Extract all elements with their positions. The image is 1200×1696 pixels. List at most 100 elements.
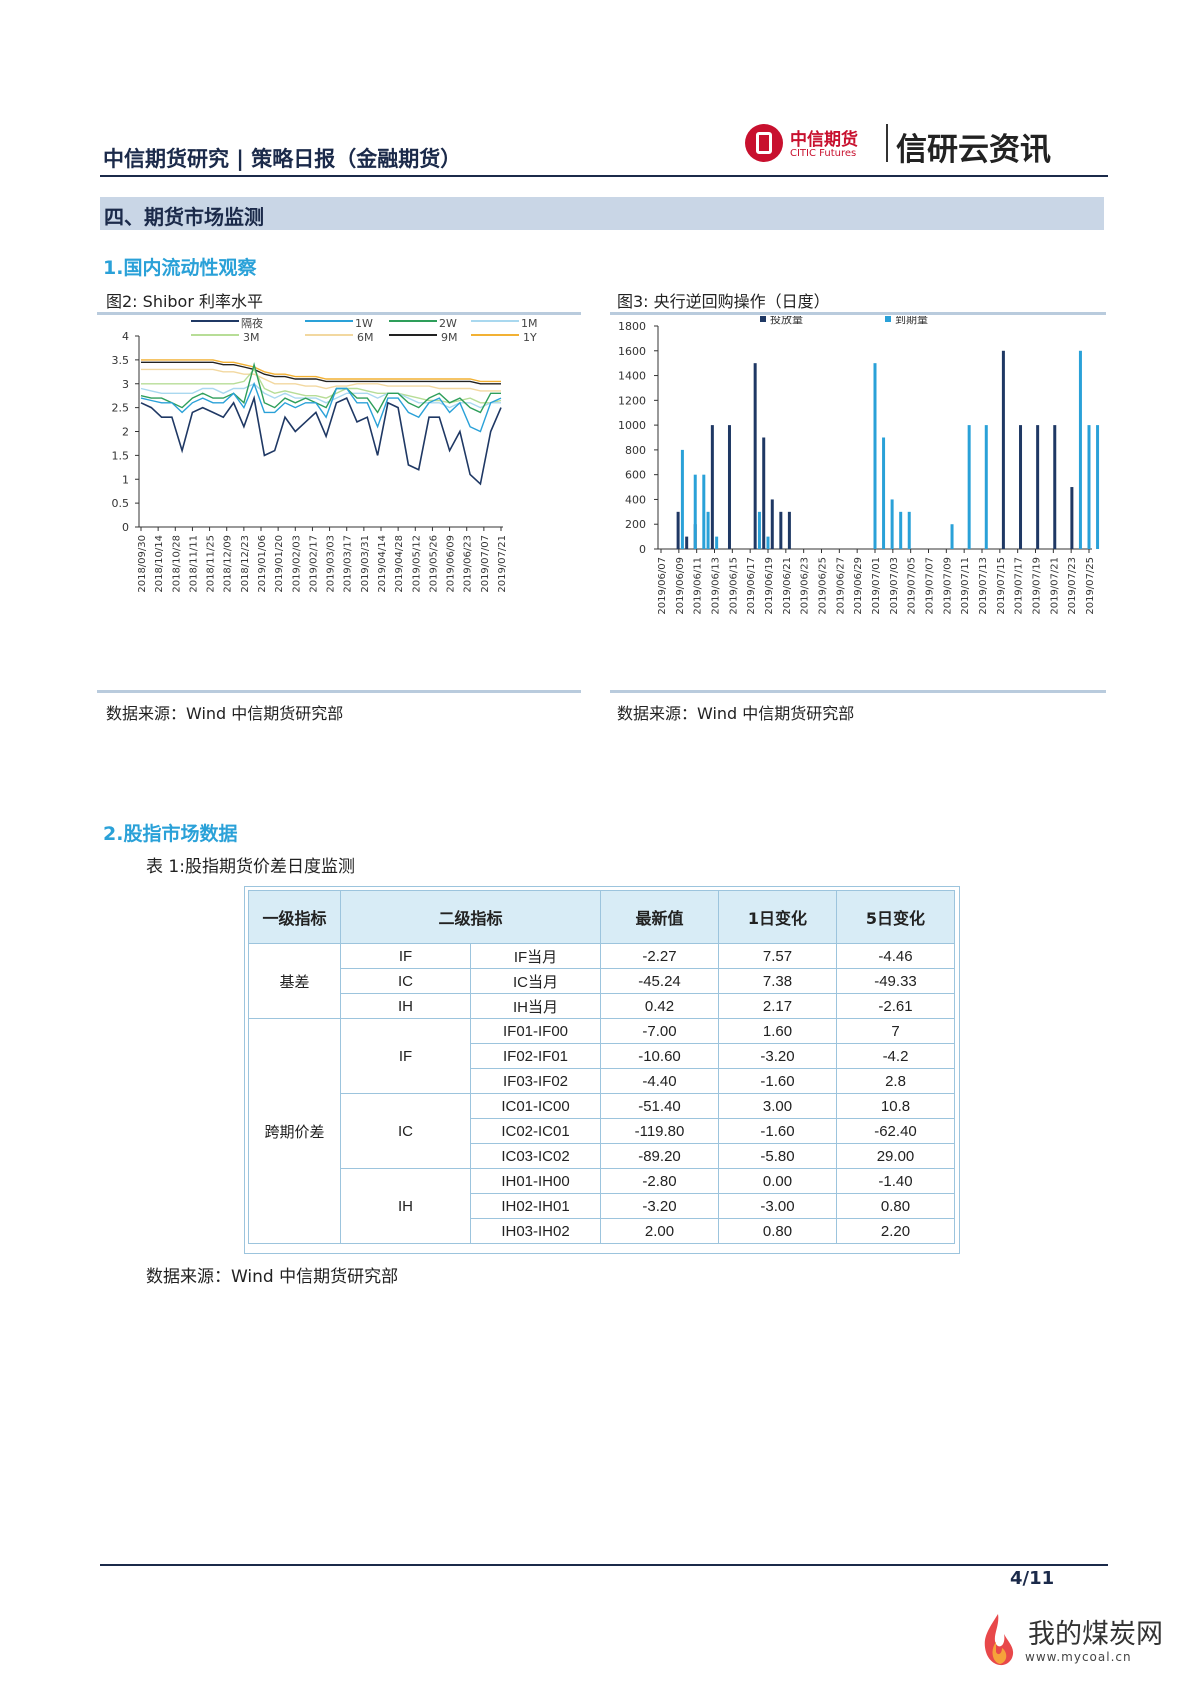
report-title: 中信期货研究 | 策略日报（金融期货）	[103, 147, 462, 171]
x-tick-label: 2019/07/07	[480, 535, 491, 593]
table-row: IH IH01-IH00 -2.80 0.00 -1.40	[249, 1168, 955, 1244]
table-row: 基差 IF IF当月 -2.27 7.57 -4.46	[248, 943, 955, 1019]
cell-1d: -5.80	[718, 1143, 837, 1169]
series-line-1	[140, 381, 502, 433]
series-line-6	[141, 361, 501, 385]
table-header-row: 一级指标 二级指标 最新值 1日变化 5日变化	[248, 890, 955, 944]
bar-injection	[1001, 350, 1005, 549]
cell-latest: -7.00	[600, 1018, 719, 1044]
bar-maturity	[984, 425, 988, 549]
table-row: IH IH当月 0.42 2.17 -2.61	[249, 993, 955, 1019]
legend-label: 1Y	[523, 331, 537, 344]
bar-maturity	[1078, 350, 1082, 549]
cell-level2a: IH	[340, 993, 471, 1019]
x-tick-label: 2019/06/23	[800, 557, 811, 615]
logo-chinese: 中信期货	[790, 130, 858, 150]
bar-maturity	[873, 363, 877, 549]
x-tick-label: 2019/07/11	[960, 557, 971, 615]
header-5d-change: 5日变化	[836, 890, 955, 944]
subsection-title-index: 2.股指市场数据	[103, 823, 238, 845]
cell-5d: -4.46	[836, 943, 955, 969]
cell-1d: 0.80	[718, 1218, 837, 1244]
legend-label: 1W	[355, 317, 373, 330]
cell-level2b: IF01-IF00	[470, 1018, 601, 1044]
group-spread: 跨期价差	[248, 1018, 341, 1244]
legend-label: 9M	[441, 331, 458, 344]
y-tick-label: 400	[625, 493, 646, 506]
cell-5d: -1.40	[836, 1168, 955, 1194]
y-tick-label: 3	[122, 378, 129, 391]
y-tick-label: 1200	[618, 394, 646, 407]
x-tick-label: 2018/09/30	[137, 535, 148, 593]
x-tick-label: 2019/07/25	[1085, 557, 1096, 615]
x-tick-label: 2019/06/21	[782, 557, 793, 615]
x-tick-label: 2019/06/25	[818, 557, 829, 615]
x-tick-label: 2019/07/17	[1014, 557, 1025, 615]
watermark-url: www.mycoal.cn	[1025, 1650, 1132, 1664]
bar-maturity	[882, 437, 886, 549]
y-tick-label: 1400	[618, 370, 646, 383]
cell-level2a: IC	[340, 968, 471, 994]
bar-injection	[685, 536, 689, 549]
x-tick-label: 2019/06/23	[463, 535, 474, 593]
brand-name: 信研云资讯	[896, 132, 1051, 168]
x-tick-label: 2019/06/09	[446, 535, 457, 593]
cell-level2b: IF当月	[470, 943, 601, 969]
flame-logo-icon	[984, 1614, 1014, 1666]
x-tick-label: 2019/06/09	[675, 557, 686, 615]
cell-latest: 0.42	[600, 993, 719, 1019]
reverse-repo-chart: 投放量 到期量1800160014001200100080060040020002…	[618, 316, 1100, 615]
table1-source: 数据来源：Wind 中信期货研究部	[146, 1267, 399, 1287]
x-tick-label: 2019/02/03	[291, 535, 302, 593]
bar-injection	[770, 499, 774, 549]
cell-5d: -4.2	[836, 1043, 955, 1069]
x-tick-label: 2019/05/26	[428, 535, 439, 593]
bar-maturity	[899, 511, 903, 549]
group-if: IF	[340, 1018, 471, 1094]
bar-injection	[1036, 425, 1040, 549]
footer-rule	[100, 1564, 1108, 1566]
x-tick-label: 2019/07/21	[497, 535, 508, 593]
y-tick-label: 1	[122, 473, 129, 486]
cell-1d: -1.60	[718, 1118, 837, 1144]
cell-latest: -10.60	[600, 1043, 719, 1069]
table-row: IC IC01-IC00 -51.40 3.00 10.8	[249, 1093, 955, 1169]
x-tick-label: 2019/07/15	[996, 557, 1007, 615]
x-tick-label: 2018/12/23	[240, 535, 251, 593]
header-latest: 最新值	[600, 890, 719, 944]
bar-injection	[727, 425, 731, 549]
cell-5d: -49.33	[836, 968, 955, 994]
x-tick-label: 2018/10/28	[171, 535, 182, 593]
x-tick-label: 2018/12/09	[223, 535, 234, 593]
y-tick-label: 800	[625, 444, 646, 457]
cell-1d: -1.60	[718, 1068, 837, 1094]
legend-swatch	[760, 316, 766, 322]
bar-maturity	[693, 474, 697, 549]
legend-label: 6M	[357, 331, 374, 344]
y-tick-label: 4	[122, 330, 129, 343]
cell-5d: 2.20	[836, 1218, 955, 1244]
cell-latest: -4.40	[600, 1068, 719, 1094]
y-tick-label: 1.5	[112, 449, 130, 462]
bar-maturity	[766, 536, 770, 549]
bar-injection	[676, 511, 680, 549]
shibor-chart: Shibor利率水平隔夜1W2W1M3M6M9M1Y43.532.521.510…	[112, 316, 538, 593]
bar-maturity	[967, 425, 971, 549]
x-tick-label: 2019/06/19	[764, 557, 775, 615]
x-tick-label: 2019/06/27	[835, 557, 846, 615]
header-1d-change: 1日变化	[718, 890, 837, 944]
subsection-title-liquidity: 1.国内流动性观察	[103, 257, 257, 279]
x-tick-label: 2019/04/14	[377, 535, 388, 593]
cell-level2b: IH01-IH00	[470, 1168, 601, 1194]
table-row: 跨期价差 IF IF01-IF00 -7.00 1.60 7	[248, 1018, 955, 1244]
x-tick-label: 2019/01/06	[257, 535, 268, 593]
table1-caption: 表 1:股指期货价差日度监测	[146, 857, 355, 877]
section-bar	[100, 197, 1104, 230]
bar-maturity	[890, 499, 894, 549]
bar-injection	[762, 437, 766, 549]
cell-latest: -51.40	[600, 1093, 719, 1119]
cell-level2b: IC01-IC00	[470, 1093, 601, 1119]
cell-5d: -62.40	[836, 1118, 955, 1144]
x-tick-label: 2019/01/20	[274, 535, 285, 593]
x-tick-label: 2019/03/31	[360, 535, 371, 593]
